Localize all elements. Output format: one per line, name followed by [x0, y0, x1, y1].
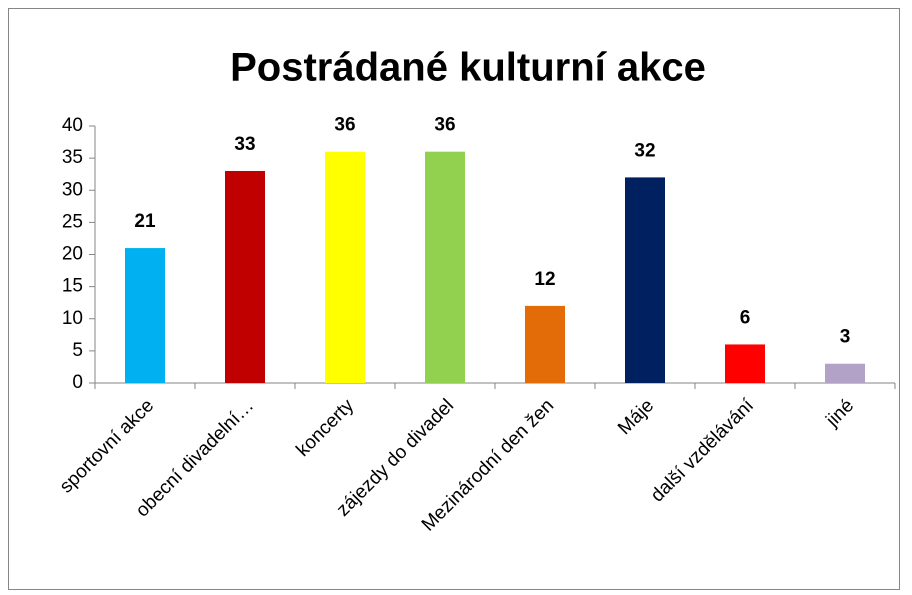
y-tick-label: 5 [72, 340, 83, 361]
bar [425, 151, 465, 383]
value-label: 36 [334, 115, 355, 136]
value-label: 6 [740, 307, 751, 328]
chart-title: Postrádané kulturní akce [230, 46, 706, 90]
value-label: 33 [234, 134, 255, 155]
y-tick-label: 35 [62, 147, 83, 168]
bar [525, 305, 565, 383]
y-tick-label: 10 [62, 308, 83, 329]
bar [325, 151, 365, 383]
value-label: 36 [434, 115, 455, 136]
bar [225, 170, 265, 383]
bar [125, 248, 165, 383]
value-label: 12 [534, 269, 555, 290]
y-tick-label: 25 [62, 211, 83, 232]
bar [625, 177, 665, 383]
bar [825, 363, 865, 383]
value-label: 21 [134, 211, 156, 232]
y-tick-label: 40 [62, 115, 83, 136]
value-label: 3 [840, 327, 851, 348]
y-tick-label: 20 [62, 244, 83, 265]
bar [725, 344, 765, 383]
y-tick-label: 30 [62, 179, 83, 200]
y-tick-label: 0 [72, 372, 83, 393]
y-tick-label: 15 [62, 276, 83, 297]
value-label: 32 [634, 140, 655, 161]
